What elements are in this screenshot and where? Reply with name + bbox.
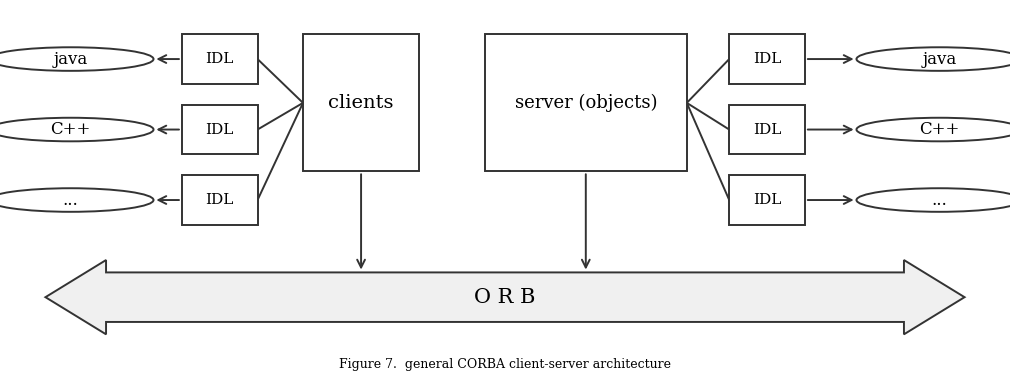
Text: C++: C++	[50, 121, 91, 138]
Bar	[303, 34, 419, 171]
Text: C++: C++	[919, 121, 960, 138]
Text: IDL: IDL	[205, 52, 234, 66]
Bar	[729, 175, 805, 225]
Bar	[485, 34, 687, 171]
Ellipse shape	[0, 188, 154, 212]
Bar	[729, 105, 805, 154]
Bar	[729, 34, 805, 84]
Text: java: java	[54, 51, 88, 67]
Text: IDL: IDL	[752, 193, 782, 207]
Ellipse shape	[856, 118, 1010, 141]
Ellipse shape	[856, 47, 1010, 71]
Text: IDL: IDL	[752, 123, 782, 136]
Text: O R B: O R B	[475, 288, 535, 307]
Text: clients: clients	[328, 94, 394, 112]
Text: IDL: IDL	[205, 123, 234, 136]
Bar	[182, 105, 258, 154]
Text: ...: ...	[63, 192, 79, 208]
Bar	[182, 175, 258, 225]
Text: Figure 7.  general CORBA client-server architecture: Figure 7. general CORBA client-server ar…	[339, 359, 671, 371]
Polygon shape	[45, 260, 965, 335]
Text: java: java	[922, 51, 956, 67]
Text: server (objects): server (objects)	[514, 94, 658, 112]
Bar	[182, 34, 258, 84]
Text: IDL: IDL	[752, 52, 782, 66]
Text: ...: ...	[931, 192, 947, 208]
Text: IDL: IDL	[205, 193, 234, 207]
Ellipse shape	[0, 118, 154, 141]
Ellipse shape	[856, 188, 1010, 212]
Ellipse shape	[0, 47, 154, 71]
